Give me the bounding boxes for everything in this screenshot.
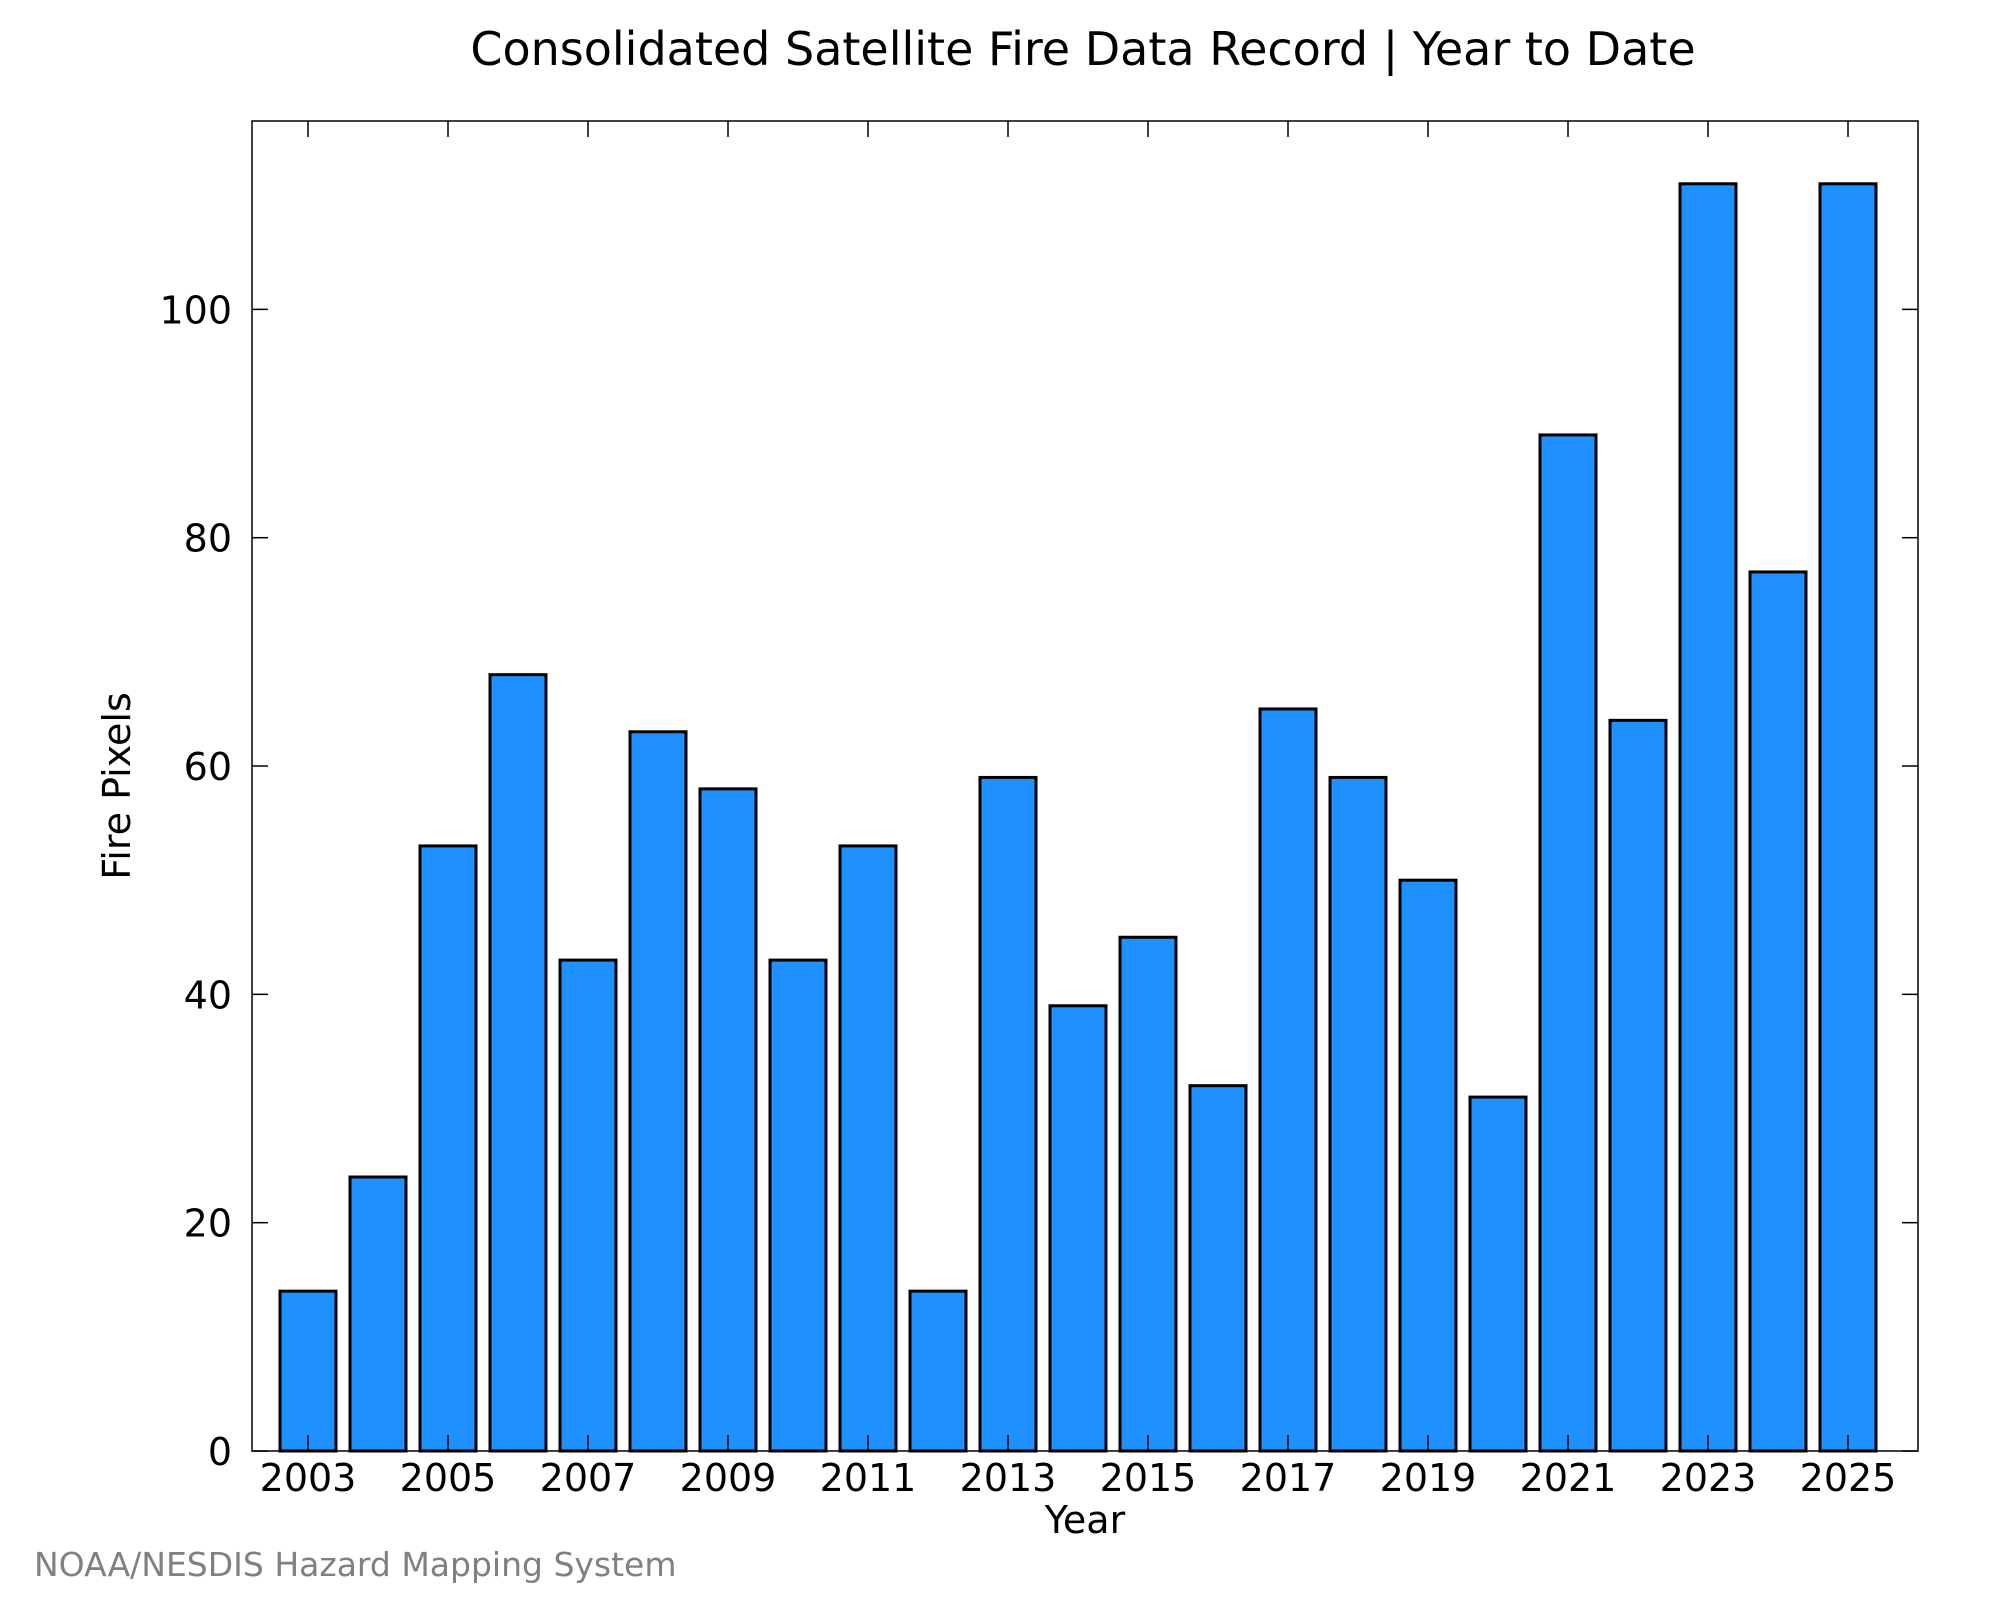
x-tick-label-2023: 2023: [1660, 1456, 1757, 1500]
y-tick-label-40: 40: [184, 973, 232, 1017]
bar-2004: [348, 1175, 408, 1453]
x-tick-label-2021: 2021: [1520, 1456, 1617, 1500]
bar-2008: [628, 730, 688, 1453]
x-tick-label-2007: 2007: [540, 1456, 637, 1500]
bar-2017: [1258, 707, 1318, 1453]
bar-2023: [1678, 182, 1738, 1453]
bar-2022: [1608, 718, 1668, 1453]
bar-2020: [1468, 1095, 1528, 1453]
bar-2006: [488, 673, 548, 1453]
y-tick-label-80: 80: [184, 517, 232, 561]
chart-title: Consolidated Satellite Fire Data Record …: [470, 22, 1695, 77]
bar-2025: [1818, 182, 1878, 1453]
x-tick-label-2005: 2005: [400, 1456, 497, 1500]
bar-2014: [1048, 1004, 1108, 1453]
y-axis-label: Fire Pixels: [95, 692, 139, 880]
x-tick-label-2011: 2011: [820, 1456, 917, 1500]
x-tick-label-2013: 2013: [960, 1456, 1057, 1500]
bar-2012: [908, 1289, 968, 1453]
y-tick-label-20: 20: [184, 1202, 232, 1246]
x-tick-label-2025: 2025: [1800, 1456, 1897, 1500]
x-tick-label-2017: 2017: [1240, 1456, 1337, 1500]
bar-2011: [838, 844, 898, 1453]
bar-series: [278, 182, 1878, 1453]
y-axis-ticks: 0 20 40 60 80 100: [159, 288, 1918, 1474]
bar-2016: [1188, 1084, 1248, 1453]
y-tick-label-0: 0: [208, 1430, 232, 1474]
x-tick-label-2015: 2015: [1100, 1456, 1197, 1500]
x-axis-ticks: 2003 2005 2007 2009 2011 2013 2015 2017 2019 2021…: [260, 121, 1897, 1500]
x-tick-label-2003: 2003: [260, 1456, 357, 1500]
bar-2010: [768, 958, 828, 1453]
x-tick-label-2019: 2019: [1380, 1456, 1477, 1500]
x-axis-label: Year: [1044, 1498, 1126, 1542]
y-tick-label-60: 60: [184, 745, 232, 789]
bar-2009: [698, 787, 758, 1453]
bar-2003: [278, 1289, 338, 1453]
bar-2015: [1118, 935, 1178, 1453]
bar-2024: [1748, 570, 1808, 1453]
bar-2019: [1398, 878, 1458, 1453]
x-tick-label-2009: 2009: [680, 1456, 777, 1500]
source-credit: NOAA/NESDIS Hazard Mapping System: [34, 1545, 677, 1584]
bar-2005: [418, 844, 478, 1453]
plot-area: 2003 2005 2007 2009 2011 2013 2015 2017 2019 2021…: [159, 120, 1919, 1500]
bar-2021: [1538, 433, 1598, 1453]
bar-2007: [558, 958, 618, 1453]
bar-2018: [1328, 775, 1388, 1453]
y-tick-label-100: 100: [159, 288, 232, 332]
bar-2013: [978, 775, 1038, 1453]
